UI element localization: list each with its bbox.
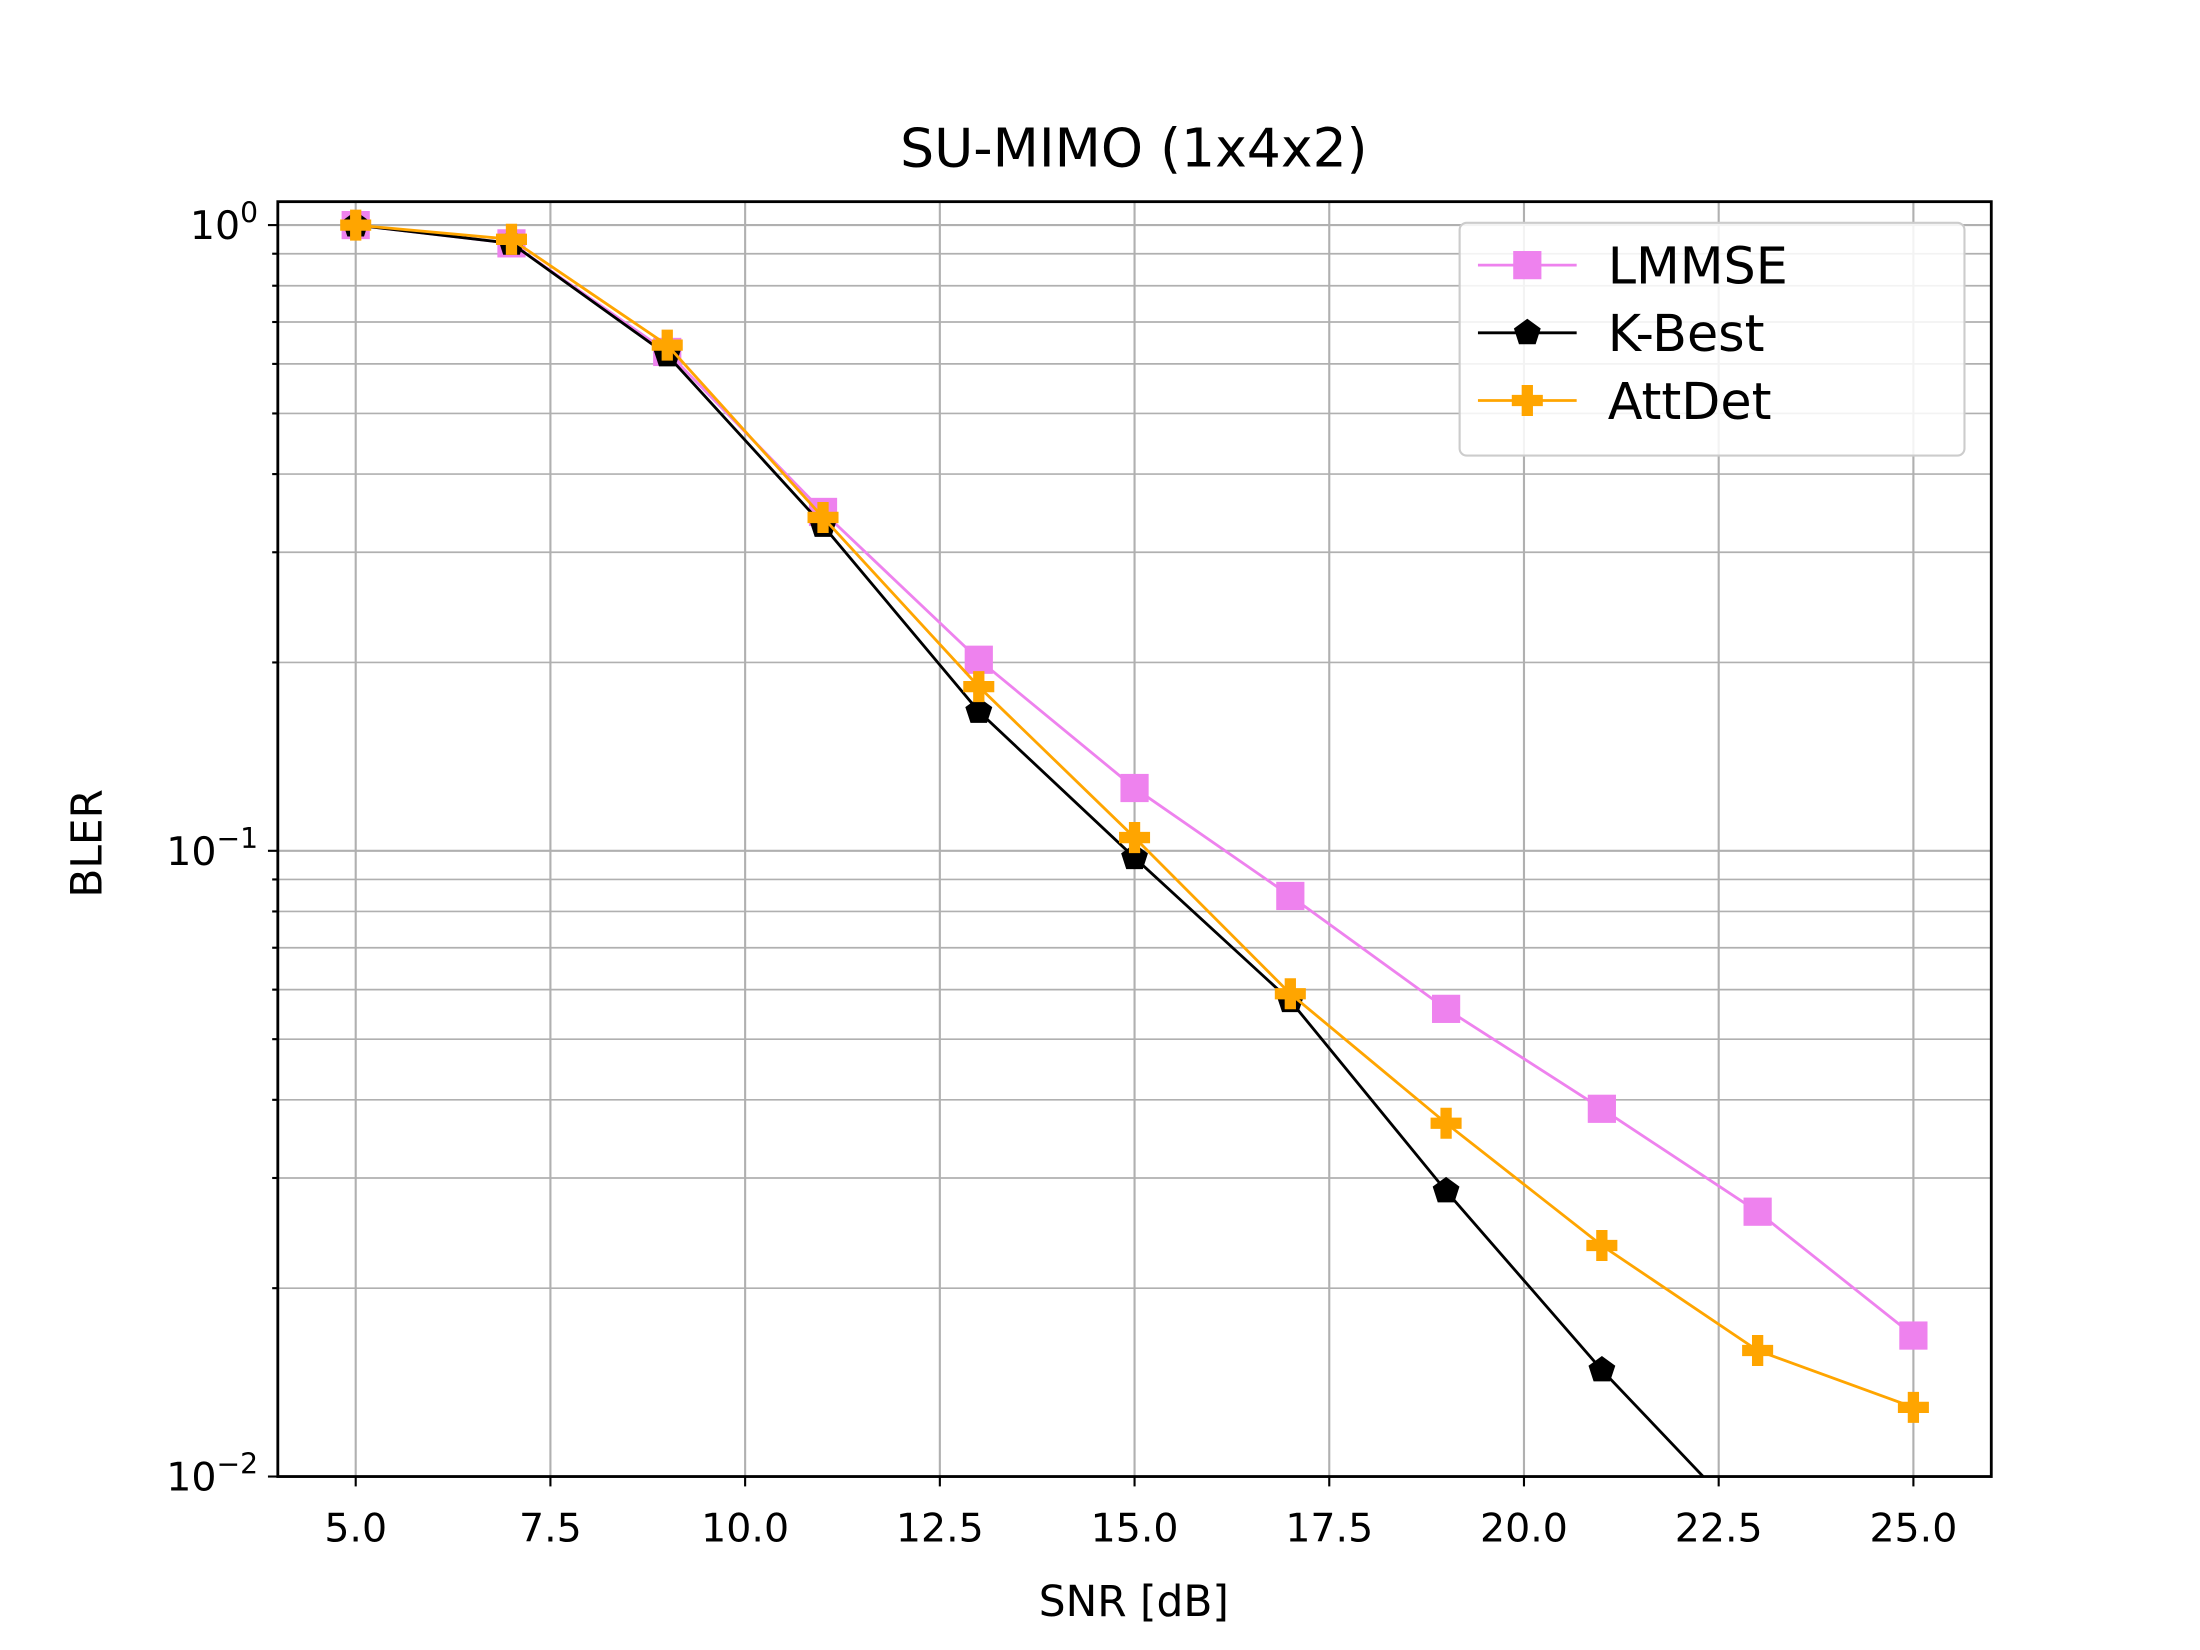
series-attdet: [340, 209, 1929, 1423]
x-tick-label: 12.5: [896, 1505, 984, 1551]
legend-label: AttDet: [1608, 372, 1772, 431]
legend-frame: [1458, 221, 1966, 457]
y-tick-label: 100: [190, 196, 258, 249]
pentagon-marker: [965, 697, 993, 723]
plus-marker: [1511, 385, 1543, 417]
plus-marker: [1586, 1229, 1618, 1262]
plus-marker: [1430, 1107, 1462, 1139]
pentagon-marker: [1513, 318, 1541, 345]
y-tick-label: 10−2: [166, 1448, 258, 1501]
legend-label: LMMSE: [1608, 236, 1788, 295]
x-tick-label: 22.5: [1675, 1505, 1763, 1551]
series-line: [355, 223, 1706, 1477]
x-tick-label: 15.0: [1091, 1505, 1179, 1551]
pentagon-marker: [1432, 1176, 1460, 1203]
x-tick-label: 25.0: [1869, 1505, 1957, 1551]
plus-marker: [340, 209, 372, 241]
plus-marker: [963, 671, 995, 703]
pentagon-marker: [1588, 1355, 1616, 1382]
plus-marker: [1897, 1391, 1929, 1423]
square-marker: [1276, 881, 1305, 911]
legend-item-lmmse: LMMSE: [1477, 236, 1788, 295]
y-tick-label: 10−1: [166, 822, 258, 875]
square-marker: [1899, 1321, 1928, 1350]
x-tick-label: 7.5: [519, 1505, 582, 1551]
x-ticks: 5.0 7.5 10.0 12.5 15.0 17.5 20.0 22.5 25.0: [324, 1476, 1957, 1551]
square-marker: [1120, 773, 1149, 803]
x-tick-label: 17.5: [1285, 1505, 1373, 1551]
x-tick-label: 10.0: [701, 1505, 789, 1551]
series-group: [340, 209, 1929, 1477]
legend-item-attdet: AttDet: [1477, 372, 1772, 431]
chart-title: SU-MIMO (1x4x2): [900, 116, 1368, 179]
y-axis-label: BLER: [63, 789, 112, 898]
x-axis-label: SNR [dB]: [1039, 1577, 1229, 1626]
square-marker: [1743, 1197, 1772, 1226]
square-marker: [1431, 994, 1461, 1023]
x-tick-label: 5.0: [324, 1505, 387, 1551]
plus-marker: [1274, 978, 1306, 1010]
plus-marker: [651, 329, 683, 361]
square-marker: [964, 645, 993, 674]
plus-marker: [807, 501, 839, 533]
square-marker: [1513, 251, 1542, 280]
plus-marker: [1742, 1335, 1774, 1367]
legend-label: K-Best: [1608, 304, 1765, 363]
legend: LMMSE K-Best AttDet: [1458, 221, 1966, 457]
x-tick-label: 20.0: [1480, 1505, 1568, 1551]
pentagon-marker: [1121, 843, 1148, 870]
plus-marker: [495, 223, 527, 255]
plus-marker: [1119, 822, 1151, 854]
legend-item-k-best: K-Best: [1477, 304, 1765, 363]
y-ticks: 100 10−1 10−2: [166, 196, 278, 1501]
square-marker: [1587, 1094, 1616, 1123]
